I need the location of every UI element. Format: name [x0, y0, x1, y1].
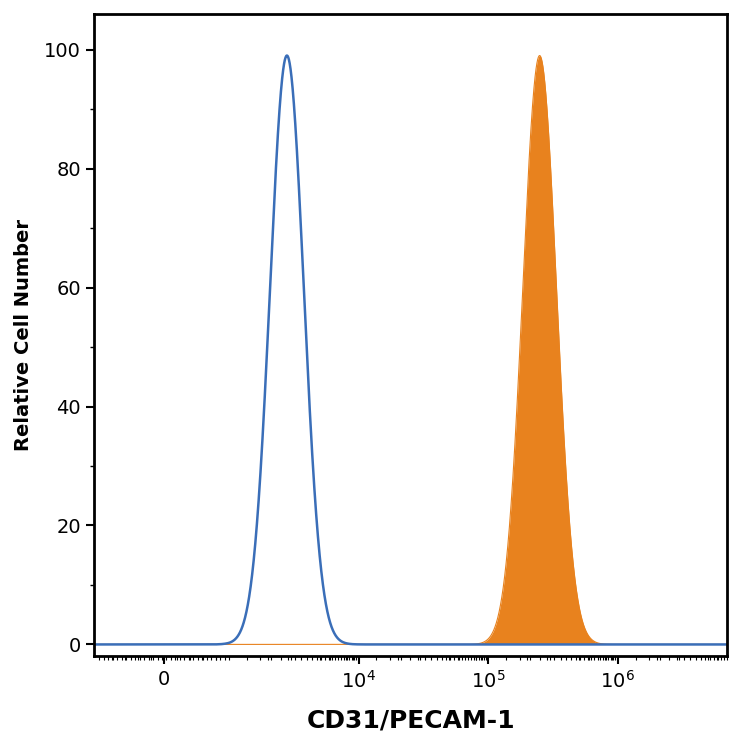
X-axis label: CD31/PECAM-1: CD31/PECAM-1: [306, 708, 515, 732]
Y-axis label: Relative Cell Number: Relative Cell Number: [14, 219, 33, 451]
